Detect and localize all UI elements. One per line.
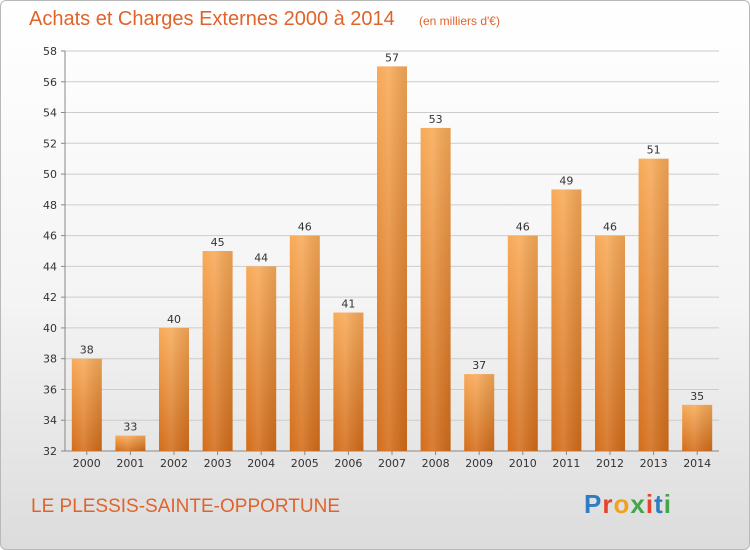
data-label: 45	[211, 236, 225, 249]
y-axis-ticks: 32 34 36 38 40 42 44 46 48 50 52 54 56 58	[43, 45, 65, 458]
data-label: 51	[647, 144, 661, 157]
data-label: 44	[254, 251, 268, 264]
y-tick-label: 46	[43, 230, 57, 243]
y-tick-label: 34	[43, 414, 57, 427]
data-label: 46	[516, 221, 530, 234]
y-tick-label: 50	[43, 168, 57, 181]
x-tick-label: 2007	[378, 457, 406, 470]
logo-letter: i	[645, 489, 655, 519]
data-label: 33	[123, 421, 137, 434]
x-tick-label: 2011	[552, 457, 580, 470]
y-tick-label: 42	[43, 291, 57, 304]
bars	[71, 66, 713, 451]
x-tick-label: 2004	[247, 457, 275, 470]
x-axis-ticks: 2000 2001 2002 2003 2004 2005 2006 2007 2008 2009…	[73, 451, 711, 470]
bar-shade-2007	[377, 66, 407, 451]
logo-letter: o	[613, 489, 631, 519]
y-tick-label: 38	[43, 353, 57, 366]
x-tick-label: 2012	[596, 457, 624, 470]
x-tick-label: 2005	[291, 457, 319, 470]
bar-shade-2014	[682, 404, 713, 451]
bar-shade-2009	[464, 374, 495, 451]
data-label: 53	[429, 113, 443, 126]
logo-letter: i	[663, 489, 672, 519]
data-label: 49	[559, 174, 573, 187]
bar-shade-2000	[71, 358, 102, 451]
bar-shade-2003	[202, 251, 233, 451]
bar-shade-2008	[420, 127, 451, 451]
x-tick-label: 2002	[160, 457, 188, 470]
data-label: 38	[80, 344, 94, 357]
data-label: 57	[385, 51, 399, 64]
data-labels: 38 33 40 45 44 46 41 57 53 37 46 49 46 51 35	[80, 51, 704, 433]
data-label: 35	[690, 390, 704, 403]
y-tick-label: 48	[43, 199, 57, 212]
proxiti-logo[interactable]: Proxiti	[584, 489, 694, 523]
y-tick-label: 40	[43, 322, 57, 335]
bar-shade-2012	[595, 235, 625, 451]
bar-shade-2010	[507, 235, 538, 451]
x-tick-label: 2000	[73, 457, 101, 470]
chart-title: Achats et Charges Externes 2000 à 2014	[29, 8, 395, 30]
commune-name: LE PLESSIS-SAINTE-OPPORTUNE	[31, 496, 341, 517]
bar-shade-2006	[333, 312, 364, 451]
x-tick-label: 2001	[116, 457, 144, 470]
y-tick-label: 32	[43, 445, 57, 458]
y-tick-label: 44	[43, 260, 57, 273]
y-tick-label: 58	[43, 45, 57, 58]
x-tick-label: 2013	[640, 457, 668, 470]
data-label: 41	[341, 298, 355, 311]
x-tick-label: 2006	[334, 457, 362, 470]
x-tick-label: 2009	[465, 457, 493, 470]
bar-shade-2011	[551, 189, 582, 451]
x-tick-label: 2008	[422, 457, 450, 470]
bar-shade-2013	[638, 158, 669, 451]
x-tick-label: 2014	[683, 457, 711, 470]
y-tick-label: 54	[43, 107, 57, 120]
chart-subtitle: (en milliers d'€)	[419, 14, 500, 28]
logo-letter: r	[602, 489, 614, 519]
y-tick-label: 36	[43, 383, 57, 396]
data-label: 37	[472, 359, 486, 372]
logo-letter: t	[654, 489, 664, 519]
x-tick-label: 2003	[204, 457, 232, 470]
y-tick-label: 52	[43, 137, 57, 150]
logo-letter: P	[584, 489, 603, 519]
y-tick-label: 56	[43, 76, 57, 89]
data-label: 40	[167, 313, 181, 326]
data-label: 46	[298, 221, 312, 234]
bar-shade-2002	[159, 327, 189, 451]
logo-letter: x	[630, 489, 646, 519]
x-tick-label: 2010	[509, 457, 537, 470]
bar-shade-2005	[289, 235, 320, 451]
bar-shade-2001	[115, 435, 146, 451]
data-label: 46	[603, 221, 617, 234]
bar-shade-2004	[246, 266, 277, 451]
